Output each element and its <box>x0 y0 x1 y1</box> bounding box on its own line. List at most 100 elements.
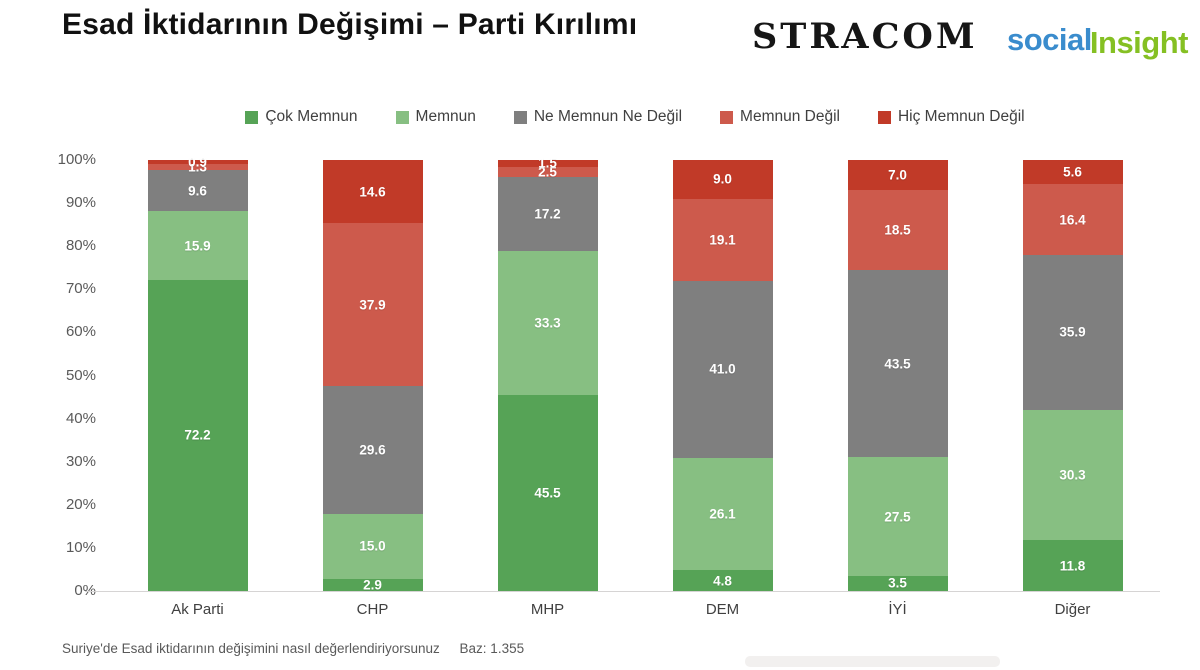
x-axis-label: Ak Parti <box>171 601 224 618</box>
y-axis: 0% 10% 20% 30% 40% 50% 60% 70% 80% 90% 100% <box>0 151 96 599</box>
bar-segment: 33.3 <box>497 251 598 395</box>
bar-segment: 2.9 <box>322 577 423 592</box>
y-axis-tick: 0% <box>74 582 96 599</box>
bar-segment-value: 45.5 <box>534 485 561 501</box>
bar-segment: 14.6 <box>322 160 423 223</box>
bar-segment-value: 9.0 <box>713 171 732 187</box>
y-axis-tick: 90% <box>65 194 96 212</box>
bar-slot: 11.8 30.3 35.9 16.4 5.6 <box>985 160 1160 591</box>
bar-segment: 3.5 <box>847 575 948 591</box>
y-axis-tick: 80% <box>65 237 96 255</box>
bar-segment-value: 43.5 <box>884 356 911 372</box>
bar-segment-value: 33.3 <box>534 315 561 331</box>
x-axis: Ak Parti CHP MHP DEM İYİ Diğer <box>110 601 1160 618</box>
bar-segment: 37.9 <box>322 222 423 387</box>
bar-segment: 5.6 <box>1022 160 1123 185</box>
bar-segment-value: 11.8 <box>1059 558 1086 574</box>
bar-segment: 9.0 <box>672 160 773 199</box>
stacked-bar-Ak Parti: 72.2 15.9 9.6 1.3 0.9 <box>147 155 248 591</box>
bar-segment: 4.8 <box>672 570 773 591</box>
bar-segment-value: 5.6 <box>1063 164 1082 180</box>
bar-segment-value: 18.5 <box>884 222 911 238</box>
y-axis-tick: 30% <box>65 452 96 470</box>
bar-segment-value: 19.1 <box>709 232 736 248</box>
legend-swatch-icon <box>720 110 734 124</box>
stacked-bar-Diğer: 11.8 30.3 35.9 16.4 5.6 <box>1022 160 1123 591</box>
legend-label: Ne Memnun Ne Değil <box>533 108 683 125</box>
legend-item: Çok Memnun <box>245 108 358 126</box>
x-axis-label: CHP <box>356 601 389 618</box>
bar-segment: 30.3 <box>1022 409 1123 541</box>
bar-segment: 19.1 <box>672 198 773 282</box>
bar-segment: 43.5 <box>847 269 948 458</box>
bar-segment-value: 27.5 <box>884 509 911 525</box>
y-axis-tick: 40% <box>65 409 96 427</box>
legend-item: Memnun <box>395 108 476 126</box>
legend-swatch-icon <box>245 110 259 124</box>
bar-segment: 11.8 <box>1022 540 1123 591</box>
bar-segment-value: 35.9 <box>1059 324 1086 340</box>
x-axis-line <box>85 591 1160 592</box>
bar-slot: 3.5 27.5 43.5 18.5 7.0 <box>810 160 985 591</box>
bar-segment: 15.0 <box>322 513 423 579</box>
bar-segment: 72.2 <box>147 279 248 591</box>
bar-segment: 9.6 <box>147 169 248 212</box>
bar-segment: 0.9 <box>147 155 248 170</box>
bar-segment-value: 7.0 <box>888 167 907 183</box>
bar-segment-value: 15.9 <box>184 238 211 254</box>
legend-label: Hiç Memnun Değil <box>897 108 1025 125</box>
bar-segment-value: 9.6 <box>188 183 207 199</box>
legend-item: Hiç Memnun Değil <box>877 108 1025 126</box>
stracom-logo: STRACOM <box>752 16 978 57</box>
bar-segment: 7.0 <box>847 160 948 191</box>
stacked-bar-İYİ: 3.5 27.5 43.5 18.5 7.0 <box>847 160 948 591</box>
bar-segment: 26.1 <box>672 457 773 571</box>
bar-slot: 45.5 33.3 17.2 2.5 1.5 <box>460 156 635 591</box>
bar-slot: 2.9 15.0 29.6 37.9 14.6 <box>285 160 460 592</box>
bar-segment-value: 30.3 <box>1059 467 1086 483</box>
legend-label: Memnun <box>415 108 476 125</box>
socialinsight-logo-insight: Insight <box>1089 25 1189 60</box>
bar-segment: 41.0 <box>672 281 773 458</box>
stacked-bar-DEM: 4.8 26.1 41.0 19.1 9.0 <box>672 160 773 591</box>
bar-segment: 2.5 <box>497 164 598 180</box>
legend-swatch-icon <box>513 110 527 124</box>
bar-slot: 4.8 26.1 41.0 19.1 9.0 <box>635 160 810 591</box>
x-axis-label: İYİ <box>888 601 907 618</box>
legend-label: Memnun Değil <box>740 108 840 125</box>
y-axis-tick: 100% <box>57 151 96 168</box>
bar-segment: 15.9 <box>147 211 248 280</box>
bar-segment: 16.4 <box>1022 184 1123 255</box>
bar-segment-value: 26.1 <box>709 506 736 522</box>
sample-base: Baz: 1.355 <box>459 641 525 656</box>
legend-swatch-icon <box>877 110 891 124</box>
bar-segment: 27.5 <box>847 457 948 576</box>
bar-segment: 45.5 <box>497 394 598 591</box>
bottom-scrollbar-artifact <box>745 656 1000 667</box>
bar-segment: 35.9 <box>1022 254 1123 410</box>
legend-item: Ne Memnun Ne Değil <box>513 108 683 126</box>
bar-segment-value: 72.2 <box>184 427 211 443</box>
y-axis-tick: 50% <box>65 366 96 384</box>
bar-segment-value: 4.8 <box>713 573 732 589</box>
x-axis-label: Diğer <box>1054 601 1091 618</box>
socialinsight-logo-social: social <box>1007 22 1092 57</box>
bar-segment-value: 37.9 <box>359 297 386 313</box>
bar-segment-value: 16.4 <box>1059 212 1086 228</box>
bar-segment-value: 2.5 <box>538 164 557 180</box>
legend-swatch-icon <box>395 110 409 124</box>
legend-item: Memnun Değil <box>720 108 840 126</box>
bar-segment: 18.5 <box>847 190 948 270</box>
bar-segment-value: 14.6 <box>359 184 386 199</box>
y-axis-tick: 20% <box>65 495 96 513</box>
chart-legend: Çok Memnun Memnun Ne Memnun Ne Değil Memnun… <box>110 108 1160 126</box>
bar-segment: 29.6 <box>322 386 423 514</box>
bar-segment-value: 15.0 <box>359 538 386 554</box>
y-axis-tick: 70% <box>65 280 96 298</box>
x-axis-label: MHP <box>530 601 565 618</box>
bar-segment-value: 3.5 <box>888 575 907 591</box>
stacked-bar-CHP: 2.9 15.0 29.6 37.9 14.6 <box>322 160 423 592</box>
legend-label: Çok Memnun <box>265 108 358 125</box>
x-axis-label: DEM <box>705 601 740 618</box>
